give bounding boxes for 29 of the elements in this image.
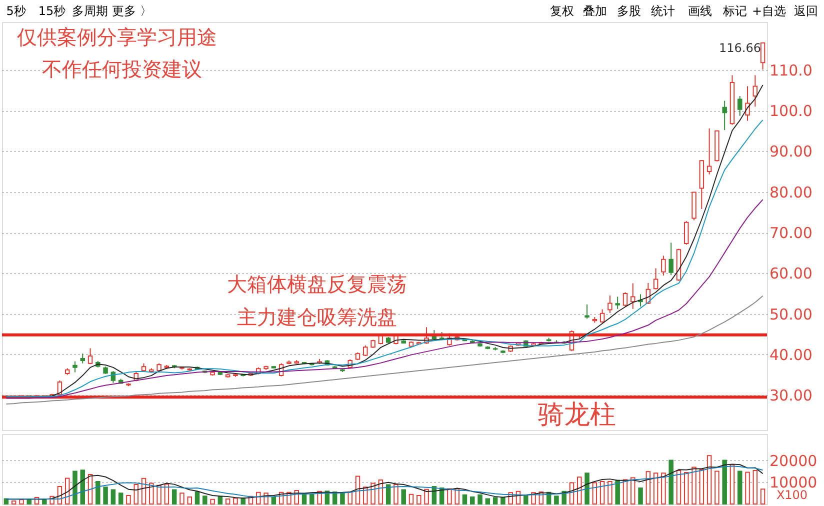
text: 返回 — [794, 4, 818, 18]
y-tick-label: 70.00 — [770, 224, 812, 242]
annotation: 116.66 — [719, 41, 761, 55]
y-tick-label: 90.00 — [770, 142, 812, 161]
annotation: 大箱体横盘反复震荡 — [227, 272, 407, 296]
y-tick-label: 30.00 — [770, 386, 812, 405]
text: 更多 〉 — [112, 4, 152, 18]
text: 统计 — [651, 4, 675, 18]
annotation: 不作任何投资建议 — [42, 57, 202, 81]
text: 多周期 — [72, 4, 108, 18]
annotation: 骑龙柱 — [538, 400, 616, 430]
y-tick-label: 40.00 — [770, 346, 812, 364]
text: 叠加 — [583, 4, 607, 18]
text: 复权 — [550, 4, 574, 18]
y-tick-label: 20000 — [770, 452, 818, 470]
y-tick-label: 80.00 — [770, 183, 812, 202]
text: 画线 — [688, 4, 712, 18]
y-tick-label: 110.0 — [770, 61, 812, 80]
y-tick-label: 100.0 — [770, 102, 812, 120]
text: 15秒 — [38, 4, 66, 18]
text: 多股 — [617, 4, 641, 18]
annotation: 主力建仓吸筹洗盘 — [237, 305, 397, 329]
text: +自选 — [752, 4, 786, 18]
text: 5秒 — [6, 4, 26, 18]
y-tick-label: 50.00 — [770, 305, 812, 324]
annotation: 仅供案例分享学习用途 — [17, 25, 217, 49]
text: X100 — [776, 488, 808, 502]
y-tick-label: 60.00 — [770, 264, 812, 283]
text: 标记 — [722, 4, 747, 18]
